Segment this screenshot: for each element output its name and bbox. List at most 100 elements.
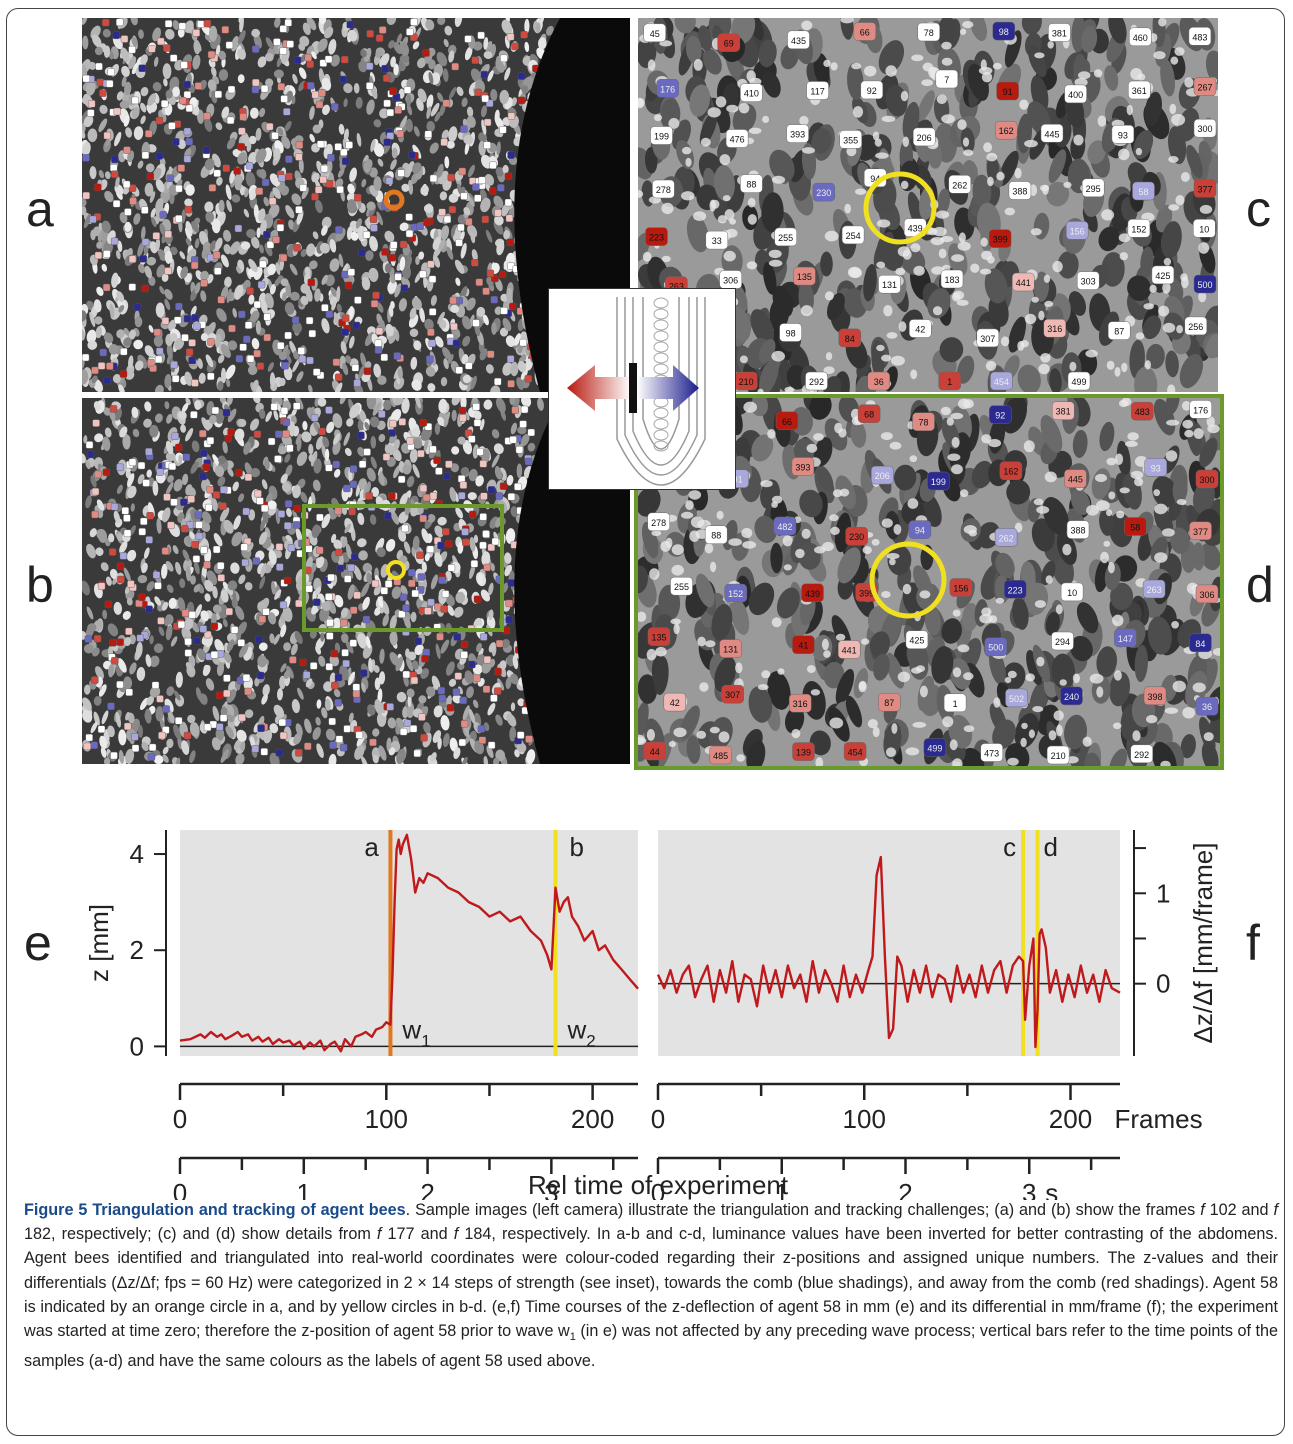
y-tick-label: 0 bbox=[1156, 969, 1170, 999]
agent-label: 135 bbox=[793, 266, 816, 286]
agent-label: 88 bbox=[704, 525, 728, 544]
svg-text:1: 1 bbox=[947, 377, 952, 387]
y-tick-label: 2 bbox=[130, 935, 144, 965]
agent-label: 84 bbox=[838, 328, 862, 348]
agent-label: 361 bbox=[1128, 80, 1151, 100]
svg-text:316: 316 bbox=[1047, 324, 1062, 334]
z-series-line bbox=[656, 855, 1121, 1049]
svg-text:88: 88 bbox=[746, 180, 756, 190]
svg-text:460: 460 bbox=[1133, 33, 1148, 43]
svg-text:439: 439 bbox=[908, 224, 923, 234]
svg-text:131: 131 bbox=[882, 280, 897, 290]
agent-label: 10 bbox=[1060, 582, 1084, 602]
agent-label: 152 bbox=[1127, 219, 1151, 238]
agent-label: 316 bbox=[1043, 318, 1067, 338]
agent-label: 425 bbox=[905, 630, 929, 649]
caption-frame-symbol-2: f bbox=[1273, 1201, 1278, 1219]
svg-text:306: 306 bbox=[723, 276, 738, 286]
agent-label: 454 bbox=[990, 371, 1013, 391]
agent-label: 355 bbox=[839, 130, 862, 149]
svg-text:500: 500 bbox=[1197, 280, 1212, 290]
agent-label: 117 bbox=[806, 81, 829, 100]
svg-text:454: 454 bbox=[994, 377, 1009, 387]
agent-label: 393 bbox=[791, 457, 815, 476]
agent-label: 316 bbox=[788, 693, 812, 713]
agent-label: 381 bbox=[1051, 401, 1075, 420]
agent-label: 1 bbox=[943, 693, 967, 713]
svg-text:98: 98 bbox=[786, 329, 796, 339]
agent-label: 210 bbox=[734, 371, 758, 391]
agent-label: 255 bbox=[670, 576, 693, 596]
svg-text:7: 7 bbox=[944, 75, 949, 85]
agent-label: 36 bbox=[1195, 696, 1219, 716]
agent-label: 147 bbox=[1114, 628, 1137, 648]
agent-label: 306 bbox=[719, 270, 742, 289]
svg-text:355: 355 bbox=[843, 135, 858, 145]
agent-label: 230 bbox=[812, 182, 836, 202]
away-from-comb-arrow-icon bbox=[567, 365, 631, 411]
agent-label: 300 bbox=[1193, 118, 1217, 138]
svg-text:476: 476 bbox=[730, 135, 745, 145]
agent-label: 93 bbox=[1111, 125, 1135, 144]
agent-label: 91 bbox=[996, 81, 1019, 101]
svg-text:388: 388 bbox=[1012, 187, 1027, 197]
agent-label: 42 bbox=[663, 692, 687, 712]
svg-text:399: 399 bbox=[993, 235, 1008, 245]
agent-label: 460 bbox=[1129, 27, 1152, 47]
caption-text-2: 102 and bbox=[1204, 1201, 1274, 1219]
agent-label: 58 bbox=[1124, 517, 1147, 536]
agent-label: 66 bbox=[775, 411, 799, 431]
agent-58-yellow-circle-d bbox=[869, 541, 947, 619]
agent-label: 473 bbox=[980, 743, 1003, 762]
svg-text:393: 393 bbox=[790, 130, 805, 140]
svg-text:445: 445 bbox=[1044, 129, 1059, 139]
caption-title: Figure 5 Triangulation and tracking of a… bbox=[24, 1201, 406, 1219]
caption-frame-symbol-1: f bbox=[1200, 1201, 1205, 1219]
agent-label: 152 bbox=[724, 583, 747, 603]
svg-text:278: 278 bbox=[656, 185, 671, 195]
frames-unit-label: Frames bbox=[1115, 1104, 1203, 1134]
detail-region-box bbox=[302, 504, 504, 632]
agent-label: 485 bbox=[709, 745, 732, 765]
agent-label: 7 bbox=[935, 69, 959, 89]
svg-text:255: 255 bbox=[778, 233, 793, 243]
sample-marker-label-b: b bbox=[569, 832, 583, 862]
agent-label: 278 bbox=[652, 179, 675, 199]
agent-label: 399 bbox=[988, 229, 1012, 248]
svg-text:10: 10 bbox=[1199, 224, 1209, 234]
agent-label: 294 bbox=[1051, 631, 1074, 651]
caption-text-3: 182, respectively; (c) and (d) show deta… bbox=[24, 1225, 377, 1244]
agent-label: 58 bbox=[1132, 181, 1155, 201]
agent-label: 131 bbox=[878, 274, 901, 294]
agent-label: 78 bbox=[917, 22, 940, 42]
agent-label: 388 bbox=[1008, 181, 1032, 200]
agent-label: 500 bbox=[1193, 274, 1217, 294]
agent-label: 377 bbox=[1193, 179, 1217, 198]
agent-label: 199 bbox=[927, 471, 950, 491]
photo-panel-b bbox=[82, 398, 630, 764]
agent-label: 162 bbox=[994, 120, 1018, 140]
agent-label: 78 bbox=[912, 412, 935, 431]
svg-text:206: 206 bbox=[917, 133, 932, 143]
agent-label: 476 bbox=[725, 129, 749, 148]
svg-text:361: 361 bbox=[1132, 86, 1147, 96]
svg-text:263: 263 bbox=[669, 282, 684, 292]
svg-text:307: 307 bbox=[980, 334, 995, 344]
svg-text:69: 69 bbox=[724, 39, 734, 49]
agent-label: 1 bbox=[938, 371, 961, 391]
agent-label: 292 bbox=[1130, 744, 1153, 764]
seconds-unit-label: s bbox=[1045, 1178, 1058, 1200]
panel-letter-a: a bbox=[26, 181, 54, 237]
seconds-tick-label: 0 bbox=[173, 1178, 187, 1200]
agent-label: 307 bbox=[976, 328, 1000, 348]
y-tick-label: 4 bbox=[130, 839, 144, 869]
svg-text:42: 42 bbox=[915, 325, 925, 335]
comb-divider-bar bbox=[629, 363, 637, 413]
agent-label: 92 bbox=[860, 80, 884, 100]
agent-label: 10 bbox=[1193, 219, 1216, 238]
svg-text:223: 223 bbox=[649, 233, 664, 243]
agent-label: 388 bbox=[1066, 520, 1090, 539]
agent-label: 45 bbox=[643, 23, 666, 43]
agent-label: 278 bbox=[647, 512, 670, 532]
